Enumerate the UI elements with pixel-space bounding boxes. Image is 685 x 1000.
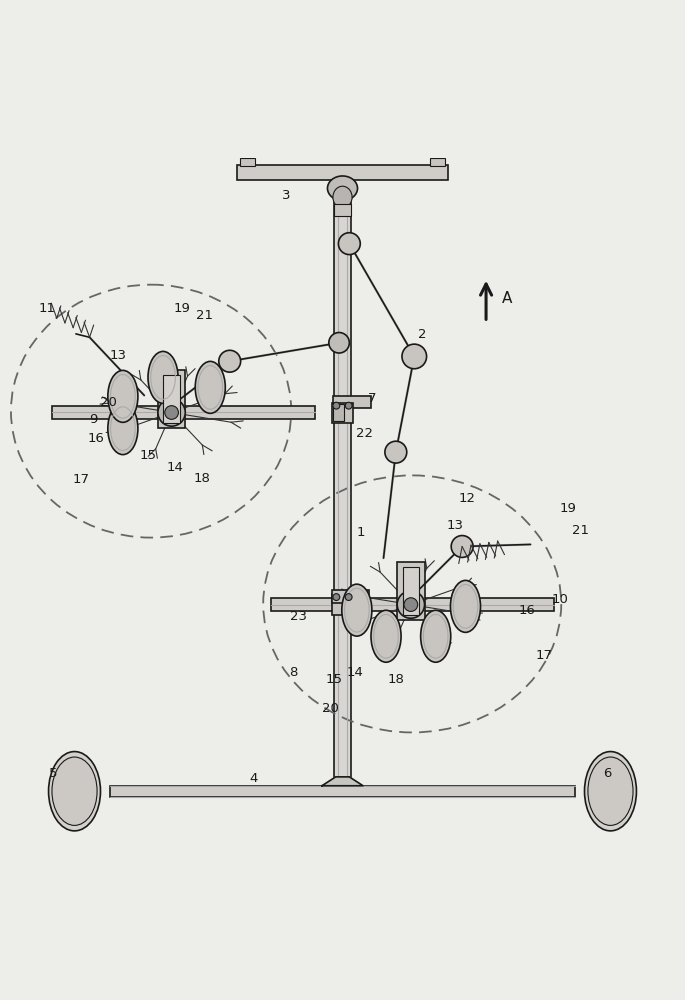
Bar: [333, 404, 344, 421]
Text: 18: 18: [194, 472, 211, 485]
Ellipse shape: [397, 591, 425, 618]
Text: 5: 5: [49, 767, 58, 780]
Ellipse shape: [385, 441, 407, 463]
Bar: [334, 198, 351, 777]
Ellipse shape: [421, 610, 451, 662]
Text: 11: 11: [38, 302, 55, 315]
Bar: [332, 590, 369, 603]
Ellipse shape: [588, 757, 633, 825]
Text: 16: 16: [88, 432, 105, 445]
Bar: [397, 562, 425, 620]
Bar: [332, 403, 353, 423]
Ellipse shape: [52, 757, 97, 825]
Text: 19: 19: [560, 502, 577, 515]
Bar: [430, 158, 445, 166]
Polygon shape: [322, 777, 363, 786]
Ellipse shape: [338, 233, 360, 255]
Ellipse shape: [451, 580, 480, 632]
Text: 15: 15: [139, 449, 156, 462]
Text: 9: 9: [89, 413, 97, 426]
Text: 23: 23: [290, 610, 307, 623]
Bar: [333, 396, 371, 408]
Ellipse shape: [371, 610, 401, 662]
Text: 14: 14: [347, 666, 363, 679]
Ellipse shape: [108, 370, 138, 422]
Text: 14: 14: [166, 461, 184, 474]
Bar: [403, 567, 419, 615]
Ellipse shape: [219, 350, 240, 372]
Ellipse shape: [49, 752, 101, 831]
Text: 12: 12: [458, 492, 475, 505]
Text: 3: 3: [282, 189, 290, 202]
Text: 19: 19: [173, 302, 190, 315]
Ellipse shape: [342, 584, 372, 636]
Text: 17: 17: [536, 649, 553, 662]
Text: A: A: [501, 291, 512, 306]
Text: 20: 20: [323, 702, 339, 715]
Bar: [236, 165, 449, 180]
Bar: [158, 370, 185, 428]
Text: 2: 2: [418, 328, 426, 341]
Text: 4: 4: [249, 772, 258, 785]
Ellipse shape: [148, 351, 178, 403]
Bar: [52, 406, 315, 419]
Text: 7: 7: [368, 392, 376, 405]
Ellipse shape: [108, 403, 138, 455]
Ellipse shape: [345, 402, 352, 409]
Bar: [240, 158, 255, 166]
Ellipse shape: [195, 361, 225, 413]
Text: 10: 10: [551, 593, 569, 606]
Ellipse shape: [451, 536, 473, 557]
Ellipse shape: [333, 186, 352, 208]
Text: 20: 20: [100, 396, 117, 409]
Text: 15: 15: [326, 673, 342, 686]
Text: 17: 17: [73, 473, 90, 486]
Ellipse shape: [165, 406, 178, 419]
Text: 21: 21: [572, 524, 589, 537]
Ellipse shape: [333, 402, 340, 409]
Bar: [110, 786, 575, 797]
Bar: [271, 598, 554, 611]
Text: 13: 13: [447, 519, 464, 532]
Bar: [334, 204, 351, 216]
Text: 8: 8: [289, 666, 297, 679]
Ellipse shape: [158, 399, 185, 426]
Ellipse shape: [584, 752, 636, 831]
Text: 21: 21: [196, 309, 213, 322]
Text: 6: 6: [603, 767, 612, 780]
Text: 13: 13: [110, 349, 127, 362]
Bar: [164, 375, 179, 423]
Ellipse shape: [402, 344, 427, 369]
Ellipse shape: [329, 333, 349, 353]
Text: 16: 16: [519, 604, 536, 617]
Ellipse shape: [404, 598, 418, 611]
Ellipse shape: [327, 176, 358, 201]
Text: 1: 1: [357, 526, 365, 539]
Text: 18: 18: [388, 673, 404, 686]
Ellipse shape: [345, 594, 352, 600]
Text: 22: 22: [356, 427, 373, 440]
Bar: [332, 594, 353, 615]
Ellipse shape: [333, 594, 340, 600]
